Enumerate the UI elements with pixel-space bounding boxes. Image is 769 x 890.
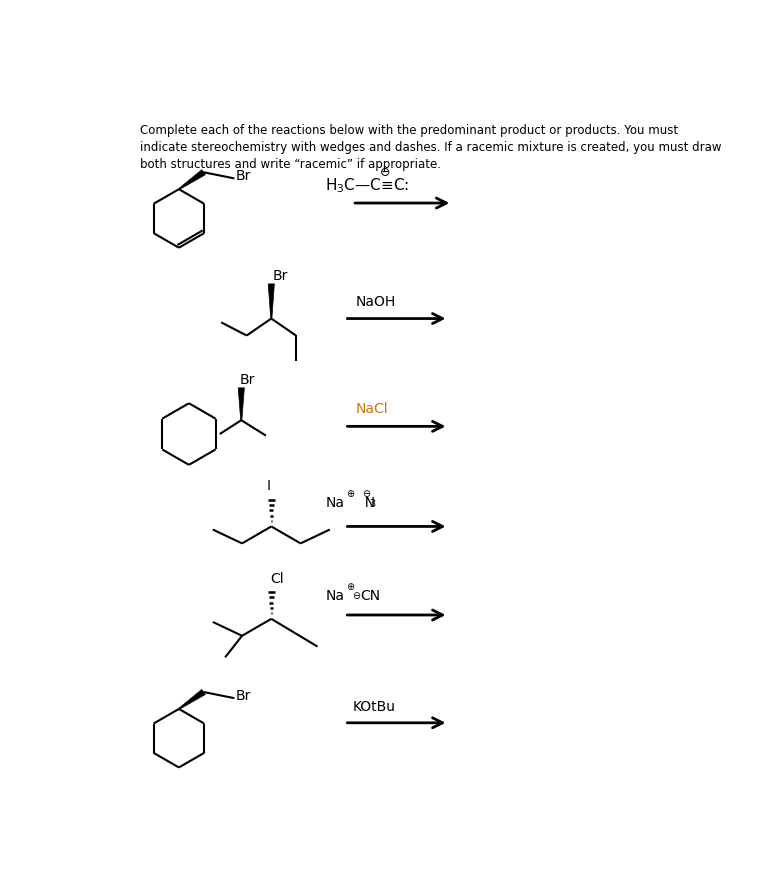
Text: H$_3$C—C≡C:: H$_3$C—C≡C: — [325, 176, 409, 195]
Text: $_3$: $_3$ — [369, 497, 377, 510]
Text: Br: Br — [240, 373, 255, 387]
Text: ⊖: ⊖ — [380, 166, 391, 179]
Text: Na: Na — [325, 497, 345, 510]
Polygon shape — [178, 170, 205, 190]
Text: Br: Br — [236, 689, 251, 703]
Text: NaCl: NaCl — [356, 402, 388, 417]
Text: Complete each of the reactions below with the predominant product or products. Y: Complete each of the reactions below wit… — [141, 124, 722, 171]
Polygon shape — [178, 690, 205, 709]
Text: ⊕: ⊕ — [346, 581, 354, 592]
Text: Na: Na — [325, 589, 345, 603]
Text: N: N — [356, 497, 375, 510]
Text: Cl: Cl — [270, 571, 284, 586]
Text: KOtBu: KOtBu — [352, 700, 395, 715]
Text: NaOH: NaOH — [356, 295, 396, 309]
Polygon shape — [268, 284, 275, 319]
Text: I: I — [267, 480, 271, 493]
Text: CN: CN — [361, 589, 381, 603]
Text: Br: Br — [273, 269, 288, 283]
Text: ⊖: ⊖ — [352, 591, 360, 601]
Text: ⊕: ⊕ — [346, 490, 354, 499]
Text: Br: Br — [236, 169, 251, 183]
Polygon shape — [238, 388, 245, 420]
Text: ⊖: ⊖ — [362, 490, 371, 499]
